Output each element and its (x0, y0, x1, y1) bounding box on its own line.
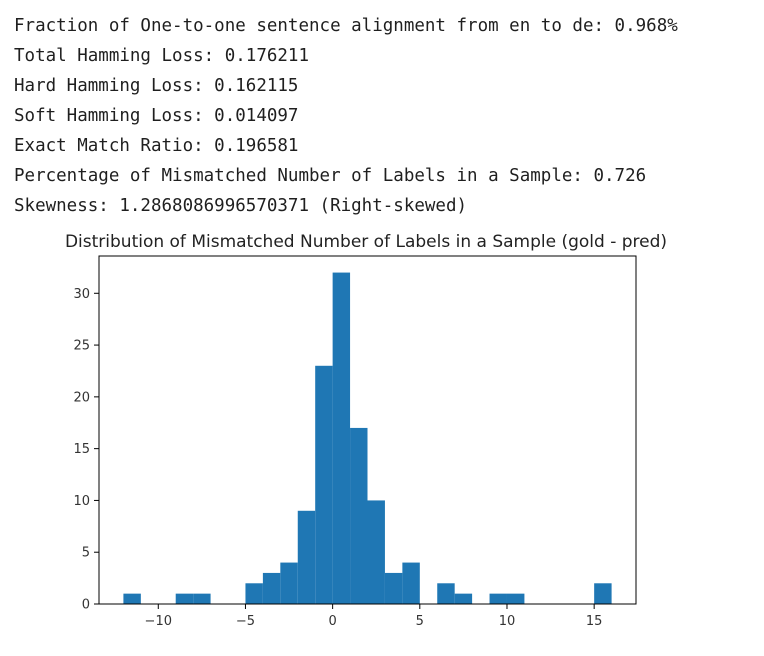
cell-output-text: Fraction of One-to-one sentence alignmen… (14, 11, 678, 221)
x-tick-label: 5 (416, 614, 424, 629)
x-tick-label: −5 (236, 614, 255, 629)
histogram-bar (594, 583, 612, 604)
histogram-bar (245, 583, 263, 604)
histogram-bar (332, 272, 351, 604)
histogram-bar (280, 562, 298, 604)
y-tick-label: 15 (73, 442, 90, 457)
soft-hamming-loss-line: Soft Hamming Loss: 0.014097 (14, 106, 299, 126)
exact-match-ratio-line: Exact Match Ratio: 0.196581 (14, 136, 299, 156)
histogram-bar (506, 593, 525, 604)
histogram-bar (123, 593, 141, 604)
histogram-bar (193, 593, 211, 604)
x-tick-label: 10 (499, 614, 516, 629)
mismatch-percentage-line: Percentage of Mismatched Number of Label… (14, 166, 647, 186)
chart-title: Distribution of Mismatched Number of Lab… (65, 232, 667, 252)
histogram-bar (297, 510, 316, 604)
hard-hamming-loss-line: Hard Hamming Loss: 0.162115 (14, 76, 299, 96)
y-tick-label: 30 (73, 287, 90, 302)
histogram-bar (437, 583, 455, 604)
y-tick-label: 5 (82, 546, 90, 561)
y-tick-label: 10 (73, 494, 90, 509)
histogram-bar (367, 500, 385, 604)
alignment-fraction-line: Fraction of One-to-one sentence alignmen… (14, 16, 678, 36)
total-hamming-loss-line: Total Hamming Loss: 0.176211 (14, 46, 310, 66)
histogram-bar (175, 593, 194, 604)
plot-frame (98, 255, 637, 605)
y-tick-label: 20 (73, 390, 90, 405)
x-tick-label: 0 (328, 614, 336, 629)
histogram-bar (315, 365, 333, 604)
histogram-bar (384, 572, 403, 604)
skewness-line: Skewness: 1.2868086996570371 (Right-skew… (14, 196, 468, 216)
y-tick-label: 0 (82, 598, 90, 613)
x-tick-label: −10 (145, 614, 172, 629)
histogram-bar (350, 427, 368, 604)
histogram-bar (262, 572, 281, 604)
histogram-bar (402, 562, 420, 604)
histogram-bar (489, 593, 507, 604)
y-tick-label: 25 (73, 339, 90, 354)
histogram-bars (123, 272, 612, 604)
chart-axes: −10 −5 0 5 10 15 0 5 10 15 20 25 30 (73, 255, 637, 629)
x-tick-label: 15 (586, 614, 603, 629)
histogram-bar (454, 593, 473, 604)
